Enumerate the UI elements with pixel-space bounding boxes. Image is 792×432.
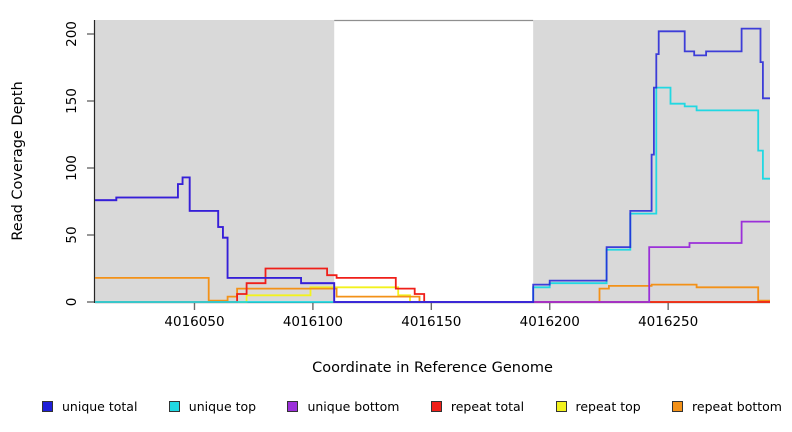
legend-item-repeat-total: repeat total — [430, 399, 525, 414]
legend-label: unique top — [188, 399, 257, 414]
legend-item-unique-total: unique total — [42, 399, 137, 414]
legend: unique total unique top unique bottom repea… — [42, 399, 782, 414]
series-line-repeat-top — [95, 286, 770, 303]
legend-item-repeat-bottom: repeat bottom — [672, 399, 782, 414]
x-tick-label: 4016050 — [164, 314, 224, 330]
legend-swatch-unique-top — [168, 401, 180, 412]
y-tick-label: 150 — [64, 88, 80, 114]
y-tick-label: 100 — [64, 155, 80, 181]
y-tick-label: 200 — [64, 21, 80, 47]
legend-swatch-repeat-total — [430, 401, 442, 412]
legend-swatch-unique-total — [42, 401, 53, 412]
legend-item-unique-bottom: unique bottom — [287, 399, 400, 414]
y-tick-label: 0 — [64, 298, 80, 307]
x-axis-title: Coordinate in Reference Genome — [312, 360, 553, 376]
legend-label: repeat top — [575, 399, 641, 414]
x-tick-label: 4016200 — [520, 314, 580, 330]
plot-area: 4016050 4016100 4016150 4016200 4016250 0 50 10… — [64, 19, 770, 330]
legend-swatch-repeat-top — [555, 401, 567, 412]
legend-label: repeat total — [450, 399, 525, 414]
x-tick-label: 4016100 — [283, 314, 343, 330]
y-tick-label: 50 — [64, 226, 80, 243]
x-tick-label: 4016250 — [638, 314, 698, 330]
series-line-repeat-total — [95, 267, 770, 303]
legend-item-unique-top: unique top — [168, 399, 257, 414]
legend-label: unique total — [62, 399, 138, 414]
y-axis-title: Read Coverage Depth — [10, 81, 26, 241]
legend-item-repeat-top: repeat top — [555, 399, 641, 414]
legend-label: repeat bottom — [692, 399, 782, 414]
masked-region — [95, 20, 335, 302]
legend-label: unique bottom — [307, 399, 400, 414]
legend-swatch-unique-bottom — [287, 401, 299, 412]
legend-swatch-repeat-bottom — [672, 401, 684, 412]
series-line-unique-total — [95, 27, 770, 303]
x-tick-label: 4016150 — [401, 314, 461, 330]
